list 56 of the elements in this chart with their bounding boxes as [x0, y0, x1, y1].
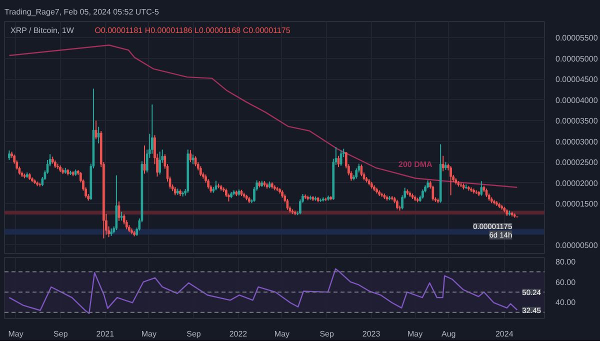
x-tick-label: 2022 [229, 330, 248, 338]
candlestick [143, 144, 146, 174]
y-tick-label: 0.00000500 [556, 241, 598, 250]
x-tick-label: Sep [320, 330, 334, 338]
line-series [8, 268, 518, 314]
candlestick [122, 214, 126, 225]
candlestick [192, 154, 194, 165]
y-tick-label: 0.00005000 [556, 54, 598, 64]
y-tick-label: 0.00002000 [556, 178, 598, 188]
y-tick-label: 0.00003000 [556, 137, 598, 146]
x-tick-label: 2023 [362, 330, 381, 338]
candlestick [207, 178, 210, 190]
candlestick [396, 199, 398, 210]
candlestick [97, 126, 100, 144]
candlestick [442, 155, 444, 172]
candlestick [450, 166, 452, 196]
y-tick-label: 0.00002500 [556, 158, 598, 168]
y-tick-label: 80.00 [556, 258, 576, 267]
y-tick-label: 0.00004000 [556, 96, 598, 105]
y-tick-label: 0.00005500 [556, 34, 598, 43]
candlestick [355, 168, 358, 180]
candlestick [115, 174, 118, 231]
series-label: 200 DMA [398, 160, 433, 170]
y-tick-label: 0.00001500 [556, 200, 598, 209]
candlestick [480, 180, 483, 196]
line-series [8, 44, 518, 188]
x-tick-label: May [408, 330, 423, 338]
candlestick [194, 156, 197, 167]
text: XRP / Bitcoin, 1W [10, 26, 74, 35]
text: Trading_Rage7, Feb 05, 2024 05:52 UTC-5 [4, 8, 160, 16]
candlestick [432, 185, 434, 202]
candlestick [214, 180, 218, 191]
candlestick [158, 151, 161, 176]
y-tick-label: 60.00 [556, 278, 576, 287]
candlestick [151, 104, 154, 154]
candlestick [200, 166, 202, 177]
candlestick [94, 120, 98, 140]
x-tick-label: Sep [54, 330, 68, 338]
candlestick [340, 150, 342, 166]
candlestick [189, 150, 192, 163]
candlestick [360, 164, 363, 177]
y-tick-label: 0.00003500 [556, 116, 598, 126]
x-tick-label: 2024 [495, 330, 514, 338]
text: O0.00001181 H0.00001186 L0.00001168 C0.00001175 [94, 26, 291, 35]
y-tick-label: 40.00 [556, 298, 576, 308]
x-tick-label: Sep [186, 330, 202, 338]
x-tick-label: Aug [441, 330, 456, 338]
x-tick-label: May [141, 330, 156, 338]
candlestick [8, 150, 10, 160]
candlestick [422, 188, 424, 200]
candlestick [337, 155, 340, 168]
candlestick [286, 198, 289, 210]
x-tick-label: May [274, 330, 290, 338]
y-tick-label: 0.00004500 [556, 75, 598, 84]
x-tick-label: 2021 [96, 330, 115, 338]
x-tick-label: May [8, 330, 24, 338]
